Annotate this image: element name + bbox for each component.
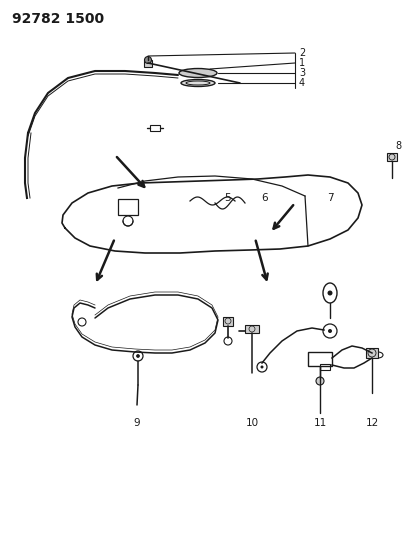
Text: 92782 1500: 92782 1500 — [12, 12, 104, 26]
Text: 8: 8 — [395, 141, 401, 151]
Circle shape — [260, 366, 264, 368]
Text: 4: 4 — [299, 78, 305, 88]
Text: 5: 5 — [225, 193, 231, 203]
FancyBboxPatch shape — [144, 60, 152, 67]
Circle shape — [136, 354, 140, 358]
FancyBboxPatch shape — [387, 153, 397, 161]
Circle shape — [316, 377, 324, 385]
Text: 12: 12 — [365, 418, 379, 428]
Ellipse shape — [181, 79, 215, 86]
FancyBboxPatch shape — [245, 325, 259, 333]
Circle shape — [145, 56, 152, 63]
Text: 3: 3 — [299, 68, 305, 78]
Ellipse shape — [179, 69, 217, 77]
FancyBboxPatch shape — [223, 317, 233, 326]
Text: 6: 6 — [262, 193, 268, 203]
Circle shape — [328, 329, 332, 333]
Text: 2: 2 — [299, 48, 305, 58]
Text: 10: 10 — [246, 418, 259, 428]
FancyBboxPatch shape — [366, 348, 378, 358]
Text: 9: 9 — [133, 418, 140, 428]
Text: 1: 1 — [299, 58, 305, 68]
Text: 11: 11 — [314, 418, 327, 428]
Circle shape — [328, 290, 332, 295]
Text: 7: 7 — [327, 193, 333, 203]
FancyBboxPatch shape — [150, 125, 160, 131]
